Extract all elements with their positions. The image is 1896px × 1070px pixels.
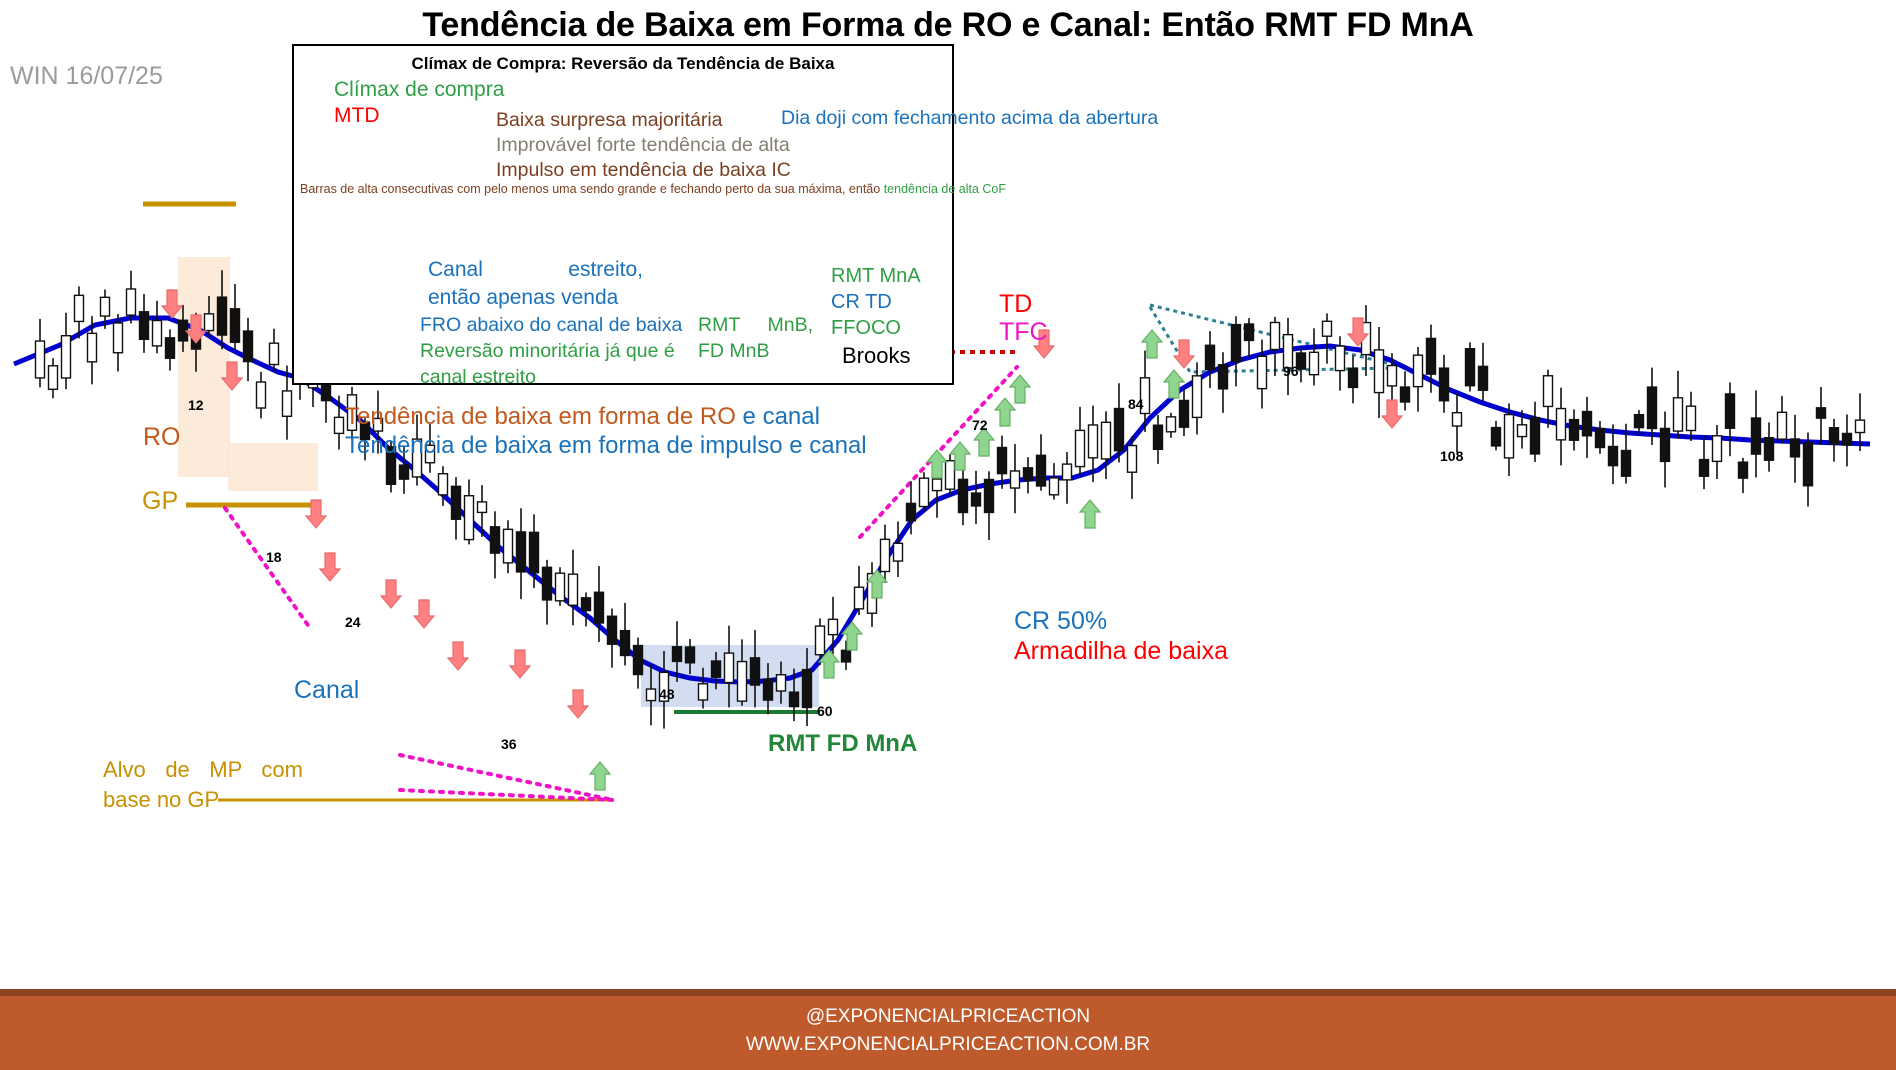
label-alvo2: base no GP — [103, 787, 220, 812]
inset-label-canal2: então apenas venda — [428, 286, 619, 309]
bar-number: 36 — [501, 736, 517, 752]
inset-label-surprise: Baixa surpresa majoritária — [496, 109, 723, 131]
footer-divider — [0, 989, 1896, 996]
bar-number: 60 — [817, 703, 833, 719]
inset-panel: Clímax de Compra: Reversão da Tendência … — [292, 44, 1159, 388]
label-gp: GP — [142, 487, 179, 515]
signal-arrows — [160, 289, 1404, 791]
inset-label-improvable: Improvável forte tendência de alta — [496, 134, 790, 156]
label-td: TD — [999, 290, 1033, 318]
label-tfc: TFC — [999, 318, 1048, 346]
inset-label-rmt-mnb2: FD MnB — [698, 340, 770, 362]
inset-label-climax: Clímax de compra — [334, 78, 505, 101]
inset-label-ffoco: FFOCO — [831, 317, 901, 339]
inset-label-brooks: Brooks — [842, 343, 911, 368]
label-alvo1: Alvo de MP com — [103, 757, 303, 782]
bar-number: 24 — [345, 614, 361, 630]
inset-label-mtd: MTD — [334, 104, 380, 127]
inset-label-left-block: Barras de alta consecutivas com pelo men… — [300, 180, 1006, 198]
label-tendencia-ro-part1: Tendência de baixa em forma de RO — [345, 403, 736, 430]
label-tendencia-impulso: Tendência de baixa em forma de impulso e… — [345, 432, 867, 459]
inset-label-rmt-mna: RMT MnA — [831, 265, 921, 287]
label-tendencia-ro: Tendência de baixa em forma de RO e cana… — [345, 403, 820, 431]
inset-label-reversao2: canal estreito — [420, 366, 536, 388]
candlestick-series — [34, 270, 1866, 729]
footer-bar: @EXPONENCIALPRICEACTION WWW.EXPONENCIALP… — [0, 996, 1896, 1070]
bar-number: 96 — [1283, 363, 1299, 379]
inset-label-rmt-mnb1: RMT MnB, — [698, 314, 813, 336]
bar-number: 18 — [266, 549, 282, 565]
inset-label-cr-td: CR TD — [831, 291, 892, 313]
label-canal: Canal — [294, 676, 360, 704]
inset-left-block-green: tendência de alta CoF — [883, 182, 1006, 196]
symbol-date-label: WIN 16/07/25 — [10, 62, 163, 90]
inset-title: Clímax de Compra: Reversão da Tendência … — [411, 54, 835, 73]
label-cr50: CR 50% — [1014, 607, 1108, 635]
inset-left-block-text: Barras de alta consecutivas com pelo men… — [300, 182, 884, 196]
bar-number: 108 — [1440, 448, 1464, 464]
label-ro: RO — [143, 423, 181, 451]
label-tendencia-ro-part2: e canal — [735, 403, 820, 430]
bar-number: 48 — [659, 686, 675, 702]
inset-label-impulse: Impulso em tendência de baixa IC — [496, 159, 791, 181]
label-rmt-fd-mna: RMT FD MnA — [768, 730, 918, 757]
bar-number: 72 — [972, 417, 988, 433]
footer-site: WWW.EXPONENCIALPRICEACTION.COM.BR — [745, 1034, 1151, 1055]
inset-label-doji: Dia doji com fechamento acima da abertur… — [781, 107, 1159, 129]
footer-handle: @EXPONENCIALPRICEACTION — [805, 1006, 1091, 1027]
inset-label-canal1: Canal estreito, — [428, 258, 643, 281]
label-armadilha: Armadilha de baixa — [1014, 637, 1229, 665]
page-title: Tendência de Baixa em Forma de RO e Cana… — [422, 6, 1474, 44]
inset-label-reversao1: Reversão minoritária já que é — [420, 340, 675, 362]
bar-number: 84 — [1128, 396, 1144, 412]
bar-number: 12 — [188, 397, 204, 413]
inset-label-fro: FRO abaixo do canal de baixa — [420, 314, 683, 336]
